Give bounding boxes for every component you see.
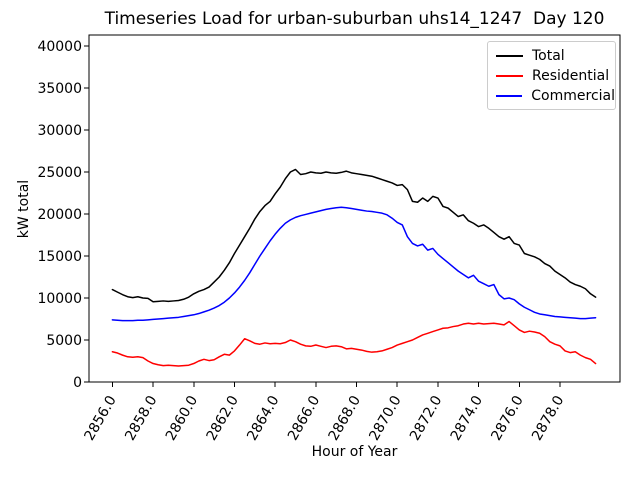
x-tick-label: 2874.0: [448, 393, 486, 443]
x-tick-label: 2878.0: [529, 393, 567, 443]
y-tick-label: 15000: [37, 249, 82, 265]
legend-line-sample: [496, 95, 523, 97]
legend-entry: Residential: [496, 66, 615, 86]
series-lines: [111, 168, 597, 367]
y-tick-label: 30000: [37, 123, 82, 139]
legend: Total Residential Commercial: [487, 41, 616, 110]
legend-line-sample: [496, 55, 523, 57]
series-line-total: [111, 168, 597, 303]
y-tick-label: 40000: [37, 39, 82, 55]
legend-label: Residential: [532, 68, 610, 84]
x-tick-label: 2856.0: [82, 393, 120, 443]
y-tick-label: 35000: [37, 81, 82, 97]
y-tick-label: 10000: [37, 291, 82, 307]
x-axis-ticks: 2856.0 2858.0 2860.0 2862.0 2864.0 2866.0 2868…: [82, 382, 567, 443]
legend-entry: Commercial: [496, 86, 615, 106]
x-tick-label: 2872.0: [407, 393, 445, 443]
y-tick-label: 5000: [46, 333, 82, 349]
legend-label: Total: [532, 48, 565, 64]
y-tick-label: 25000: [37, 165, 82, 181]
x-tick-label: 2866.0: [285, 393, 323, 443]
legend-label: Commercial: [531, 88, 615, 104]
series-line-commercial: [111, 206, 597, 322]
x-tick-label: 2864.0: [244, 393, 282, 443]
x-tick-label: 2862.0: [204, 393, 242, 443]
x-tick-label: 2860.0: [163, 393, 201, 443]
series-line-residential: [111, 320, 597, 367]
y-axis-ticks: 0 5000 10000 15000 20000 25000 30000 35000 40000: [37, 39, 89, 391]
x-tick-label: 2868.0: [326, 393, 364, 443]
x-tick-label: 2858.0: [122, 393, 160, 443]
y-tick-label: 0: [73, 375, 82, 391]
chart-title: Timeseries Load for urban-suburban uhs14…: [104, 9, 605, 29]
legend-line-sample: [496, 75, 523, 77]
x-tick-label: 2870.0: [366, 393, 404, 443]
x-tick-label: 2876.0: [488, 393, 526, 443]
axes-border: [88, 34, 621, 383]
y-axis-label: kW total: [16, 179, 32, 239]
legend-entry: Total: [496, 46, 615, 66]
y-tick-label: 20000: [37, 207, 82, 223]
x-axis-label: Hour of Year: [311, 444, 398, 460]
